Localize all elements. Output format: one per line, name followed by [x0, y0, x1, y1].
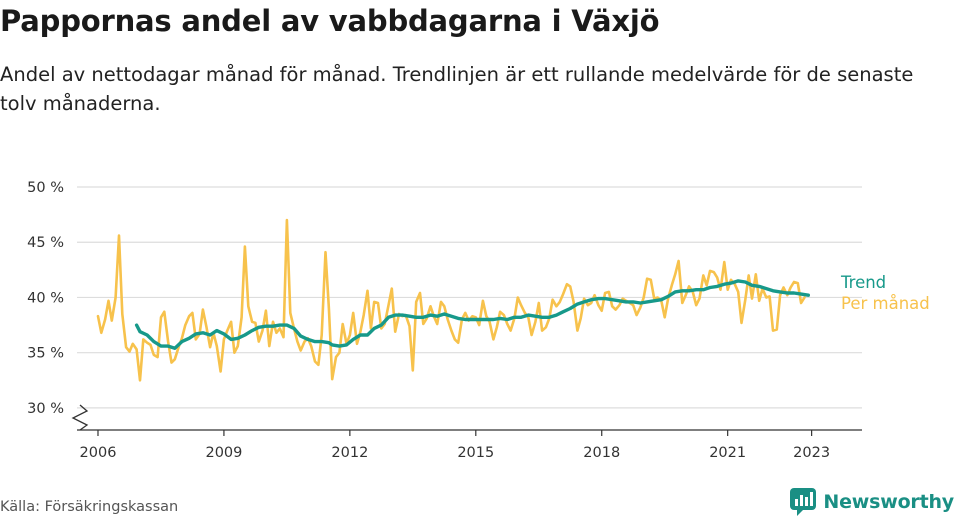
x-tick-label: 2015 [457, 445, 494, 461]
axes: 30 % 35 % 40 % 45 % 50 % 2006 2009 2012 2015 2018… [27, 180, 862, 461]
y-tick-label: 45 % [27, 235, 64, 251]
x-tick-label: 2021 [709, 445, 746, 461]
brand-name: Newsworthy [823, 491, 954, 513]
x-tick-label: 2012 [331, 445, 368, 461]
x-tick-label: 2018 [583, 445, 620, 461]
y-tick-label: 50 % [27, 180, 64, 196]
x-tick-label: 2006 [80, 445, 117, 461]
chart-title: Pappornas andel av vabbdagarna i Växjö [0, 4, 660, 38]
legend-trend: Trend [840, 273, 886, 292]
y-tick-label: 30 % [27, 401, 64, 417]
legend-monthly: Per månad [841, 294, 930, 313]
monthly-line [96, 218, 806, 382]
brand-logo: Newsworthy [789, 487, 954, 517]
source-note: Källa: Försäkringskassan [0, 499, 179, 515]
chart-subtitle: Andel av nettodagar månad för månad. Tre… [0, 63, 914, 115]
y-tick-label: 40 % [27, 290, 64, 306]
axis-break-icon [71, 404, 89, 431]
x-tick-label: 2009 [205, 445, 242, 461]
series-lines [96, 218, 810, 382]
legend: Trend Per månad [840, 273, 930, 313]
x-tick-label: 2023 [793, 445, 830, 461]
trend-line [134, 279, 810, 350]
y-tick-label: 35 % [27, 346, 64, 362]
chart-bubble-icon [790, 488, 817, 516]
grid-lines [77, 186, 862, 409]
